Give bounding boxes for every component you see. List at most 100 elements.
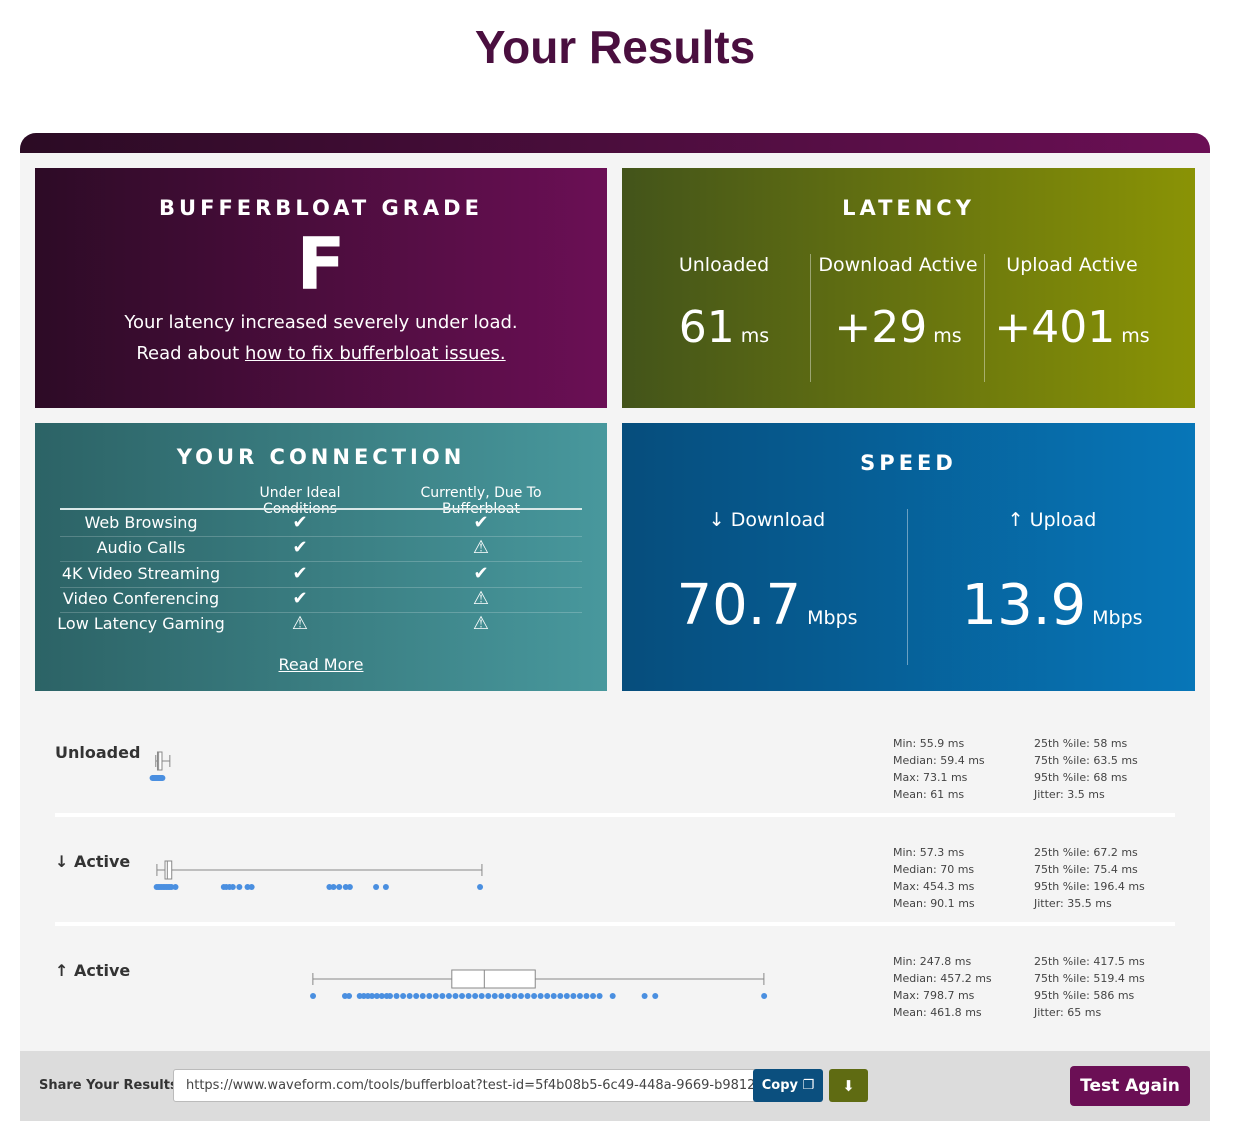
stat-value: 586 xyxy=(1093,989,1115,1002)
box xyxy=(164,860,173,880)
stat-label: 25th %ile: xyxy=(1034,846,1090,859)
latency-number: +401 xyxy=(994,302,1116,353)
stat-label: 25th %ile: xyxy=(1034,955,1090,968)
stat-value: 67.2 xyxy=(1093,846,1118,859)
fix-link[interactable]: how to fix bufferbloat issues. xyxy=(244,343,506,364)
sample-dot xyxy=(310,993,317,999)
latency-value: +29 ms xyxy=(811,302,985,353)
latency-unit: ms xyxy=(1121,325,1150,347)
status-icon: ⚠ xyxy=(472,587,490,609)
sample-dot xyxy=(465,993,472,999)
latency-label: Upload Active xyxy=(1006,254,1138,276)
sample-dot xyxy=(563,993,570,999)
latency-number: +29 xyxy=(834,302,928,353)
latency-plots: Unloaded Min: 55.9 ms Median: 59.4 ms Max: … xyxy=(20,700,1210,1050)
stat: 25th %ile: 67.2 ms xyxy=(1034,846,1138,859)
stat-label: Median: xyxy=(893,972,937,985)
sample-dot xyxy=(445,993,452,999)
stat-label: 75th %ile: xyxy=(1034,863,1090,876)
link-prefix: Read about xyxy=(136,343,240,364)
sample-dot xyxy=(557,993,564,999)
status-icon: ✔ xyxy=(473,512,489,533)
stat-unit: ms xyxy=(947,788,965,801)
sample-dot xyxy=(517,993,524,999)
sample-dot xyxy=(570,993,577,999)
stat-label: Mean: xyxy=(893,788,927,801)
box xyxy=(156,751,163,771)
latency-label: Download Active xyxy=(818,254,978,276)
stat-value: 519.4 xyxy=(1093,972,1125,985)
stat: Jitter: 3.5 ms xyxy=(1034,788,1105,801)
divider xyxy=(810,254,811,382)
stat-value: 59.4 xyxy=(940,754,965,767)
stat-unit: ms xyxy=(1095,897,1112,910)
activity-name: Low Latency Gaming xyxy=(57,614,225,634)
plot-label: Unloaded xyxy=(55,743,141,762)
stat-value: 461.8 xyxy=(930,1006,962,1019)
latency-value: 61 ms xyxy=(637,302,811,353)
stat: Jitter: 65 ms xyxy=(1034,1006,1101,1019)
stat: 75th %ile: 75.4 ms xyxy=(1034,863,1138,876)
share-url[interactable]: https://www.waveform.com/tools/bufferblo… xyxy=(173,1069,759,1102)
sample-dot xyxy=(386,993,393,999)
speed-unit: Mbps xyxy=(807,607,858,629)
stat-unit: ms xyxy=(1121,754,1138,767)
read-more-link[interactable]: Read More xyxy=(278,655,364,674)
latency-card: LATENCY Unloaded 61 ms Download Active +29 ms… xyxy=(622,168,1195,408)
sample-dot xyxy=(248,884,255,890)
stat-label: 95th %ile: xyxy=(1034,880,1090,893)
stat: 75th %ile: 519.4 ms xyxy=(1034,972,1145,985)
stat: Jitter: 35.5 ms xyxy=(1034,897,1112,910)
stat-unit: ms xyxy=(1084,1006,1102,1019)
stat-label: 95th %ile: xyxy=(1034,771,1090,784)
row-rule xyxy=(60,586,582,588)
stat-unit: ms xyxy=(1110,771,1128,784)
test-again-button[interactable]: Test Again xyxy=(1070,1066,1190,1106)
row-rule xyxy=(60,561,582,563)
stat-value: 68 xyxy=(1093,771,1108,784)
sample-dot xyxy=(511,993,518,999)
stat-value: 55.9 xyxy=(919,737,945,750)
stat-value: 65 xyxy=(1067,1006,1082,1019)
speed-value: 13.9 Mbps xyxy=(917,573,1187,638)
status-icon: ✔ xyxy=(292,512,308,533)
card-heading: SPEED xyxy=(860,451,957,475)
status-icon: ⚠ xyxy=(472,537,490,559)
sample-dot xyxy=(641,993,648,999)
stat-unit: ms xyxy=(1121,846,1138,859)
sample-dot xyxy=(761,993,768,999)
sample-dot xyxy=(172,884,179,890)
sample-dot xyxy=(478,993,485,999)
stat-value: 90.1 xyxy=(930,897,955,910)
stat-label: Max: xyxy=(893,880,920,893)
stat-label: Jitter: xyxy=(1034,788,1064,801)
speed-value: 70.7 Mbps xyxy=(632,573,902,638)
stat-value: 798.7 xyxy=(922,989,955,1002)
speed-label: ↓ Download xyxy=(708,509,826,531)
stat: 25th %ile: 58 ms xyxy=(1034,737,1127,750)
sample-dot xyxy=(544,993,551,999)
stat-unit: ms xyxy=(958,897,975,910)
sample-dot xyxy=(346,993,353,999)
stat-label: Median: xyxy=(893,754,937,767)
stat-value: 247.8 xyxy=(919,955,952,968)
sample-dot xyxy=(373,884,380,890)
sample-dot xyxy=(652,993,659,999)
sample-dot xyxy=(236,884,243,890)
download-button[interactable]: ⬇ xyxy=(829,1069,868,1102)
status-icon: ✔ xyxy=(292,587,308,609)
sample-dot xyxy=(459,993,466,999)
copy-button[interactable]: Copy ❐ xyxy=(753,1069,823,1102)
divider xyxy=(907,509,908,665)
stat-unit: ms xyxy=(1128,972,1145,985)
plot-label: ↓ Active xyxy=(55,852,131,871)
stat: Min: 247.8 ms xyxy=(893,955,971,968)
stat-unit: ms xyxy=(968,754,985,767)
sample-dot xyxy=(472,993,479,999)
stat-unit: ms xyxy=(947,737,965,750)
stat-label: Mean: xyxy=(893,897,927,910)
stat-value: 457.2 xyxy=(940,972,972,985)
sample-dot xyxy=(400,993,407,999)
sample-dot xyxy=(596,993,603,999)
stat: 75th %ile: 63.5 ms xyxy=(1034,754,1138,767)
